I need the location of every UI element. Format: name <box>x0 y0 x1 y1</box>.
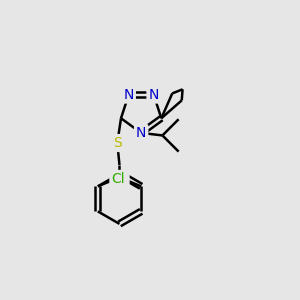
Text: S: S <box>113 136 122 150</box>
Text: N: N <box>124 88 134 102</box>
Text: N: N <box>136 126 146 140</box>
Text: Cl: Cl <box>111 172 125 186</box>
Text: Cl: Cl <box>114 172 128 186</box>
Text: N: N <box>148 88 159 102</box>
